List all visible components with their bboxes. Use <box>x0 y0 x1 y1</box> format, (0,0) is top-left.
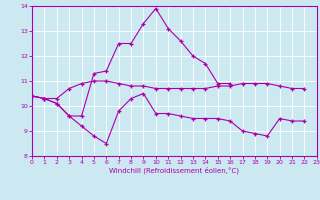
X-axis label: Windchill (Refroidissement éolien,°C): Windchill (Refroidissement éolien,°C) <box>109 167 239 174</box>
